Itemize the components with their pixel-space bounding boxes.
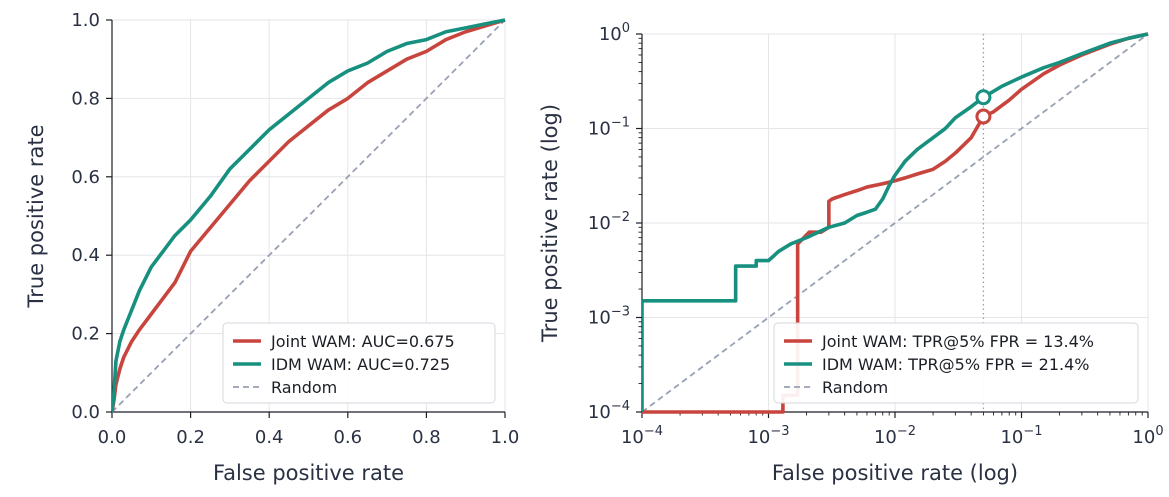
y-tick-label: 1.0 <box>71 10 100 31</box>
x-axis-label: False positive rate (log) <box>772 461 1018 485</box>
joint-series-line <box>642 32 1149 414</box>
x-tick-label: 100 <box>1132 424 1163 448</box>
idm-series-line <box>642 32 1149 412</box>
legend: Joint WAM: TPR@5% FPR = 13.4% IDM WAM: TP… <box>773 322 1139 404</box>
y-tick-label: 0.6 <box>71 167 100 188</box>
x-tick-label: 10−2 <box>874 424 916 448</box>
x-tick-label: 10−1 <box>1000 424 1042 448</box>
x-tick-label: 1.0 <box>491 427 520 448</box>
random-series-line <box>642 33 1149 413</box>
x-tick-label: 0.2 <box>176 427 205 448</box>
y-axis-label: True positive rate <box>24 125 48 309</box>
x-tick-label: 0.4 <box>255 427 284 448</box>
y-tick-label: 10−4 <box>588 399 630 423</box>
y-axis-label: True positive rate (log) <box>538 104 562 343</box>
y-tick-label: 0.8 <box>71 88 100 109</box>
y-tick-label: 0.4 <box>71 245 100 266</box>
legend-label-idm: IDM WAM: TPR@5% FPR = 21.4% <box>822 355 1089 374</box>
x-tick-label: 10−4 <box>621 424 663 448</box>
legend: Joint WAM: AUC=0.675 IDM WAM: AUC=0.725 Ra… <box>222 322 496 404</box>
roc-linear-panel: 0.0 0.2 0.4 0.6 0.8 1.0 0.0 0.2 0.4 0.6 0.8 1.0 Fals… <box>24 10 519 485</box>
legend-label-joint: Joint WAM: TPR@5% FPR = 13.4% <box>821 332 1094 351</box>
y-tick-label: 10−1 <box>588 116 630 140</box>
roc-log-panel: 10−4 10−3 10−2 10−1 100 10−4 10−3 10−2 10−1 100 Fa… <box>538 21 1164 485</box>
y-tick-label: 10−2 <box>588 210 630 234</box>
x-tick-label: 10−3 <box>747 424 789 448</box>
random-series-line <box>112 19 506 413</box>
legend-label-joint: Joint WAM: AUC=0.675 <box>270 332 455 351</box>
x-tick-label: 0.8 <box>412 427 441 448</box>
x-tick-label: 0.0 <box>98 427 127 448</box>
joint-series-line <box>112 18 506 413</box>
legend-label-random: Random <box>271 378 337 397</box>
y-tick-label: 10−3 <box>588 305 630 329</box>
y-tick-label: 0.2 <box>71 324 100 345</box>
idm-tpr-marker <box>975 89 992 106</box>
y-tick-label: 0.0 <box>71 402 100 423</box>
legend-box <box>222 322 496 404</box>
legend-label-random: Random <box>822 378 888 397</box>
x-axis-label: False positive rate <box>213 461 404 485</box>
joint-tpr-marker <box>975 108 992 125</box>
y-tick-label: 100 <box>599 21 630 45</box>
legend-label-idm: IDM WAM: AUC=0.725 <box>271 355 450 374</box>
x-tick-label: 0.6 <box>333 427 362 448</box>
idm-series-line <box>112 18 506 413</box>
legend-box <box>773 322 1139 404</box>
